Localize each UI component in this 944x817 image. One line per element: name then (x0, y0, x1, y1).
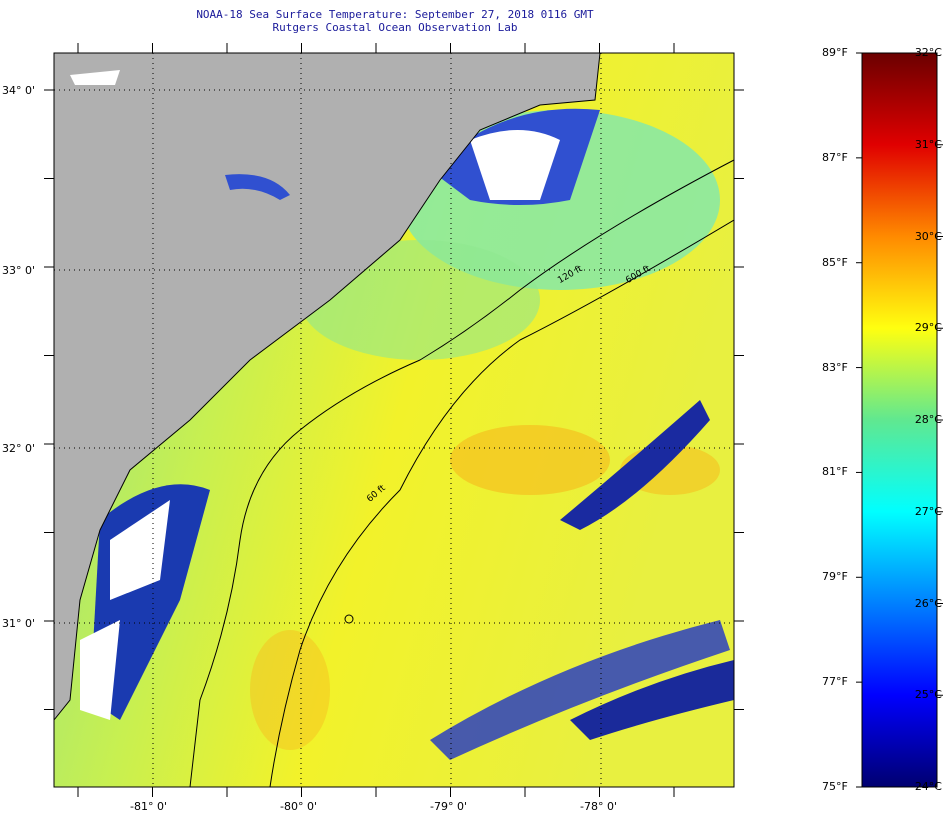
lon-label: -78° 0' (580, 800, 617, 813)
fahrenheit-label: 87°F (822, 150, 848, 164)
fahrenheit-label: 79°F (822, 570, 848, 584)
celsius-label: 26°C (914, 596, 942, 610)
celsius-label: 24°C (914, 780, 942, 793)
lat-label: 32° 0' (2, 442, 36, 455)
graticule (54, 53, 734, 787)
celsius-label: 32°C (914, 46, 942, 59)
fahrenheit-label: 75°F (822, 780, 848, 793)
lat-label: 33° 0' (2, 264, 36, 277)
lon-label: -79° 0' (430, 800, 467, 813)
lat-label: 34° 0' (2, 84, 36, 97)
lon-label: -80° 0' (280, 800, 317, 813)
fahrenheit-label: 77°F (822, 675, 848, 689)
celsius-label: 28°C (914, 413, 942, 426)
chart-title: NOAA-18 Sea Surface Temperature: Septemb… (196, 8, 594, 21)
lat-label: 31° 0' (2, 617, 36, 630)
isobath-120ft (189, 159, 734, 787)
chart-subtitle: Rutgers Coastal Ocean Observation Lab (272, 21, 518, 34)
celsius-label: 30°C (914, 229, 942, 243)
fahrenheit-label: 83°F (822, 360, 848, 374)
lon-label: -81° 0' (130, 800, 167, 813)
fahrenheit-label: 85°F (822, 255, 848, 269)
land (54, 53, 600, 720)
celsius-label: 29°C (914, 321, 942, 335)
isobath-600ft (269, 219, 734, 787)
fahrenheit-label: 81°F (822, 465, 848, 479)
celsius-label: 27°C (914, 504, 942, 518)
colorbar (861, 52, 938, 788)
fahrenheit-label: 89°F (822, 46, 848, 59)
celsius-label: 31°C (914, 137, 942, 151)
celsius-label: 25°C (914, 688, 942, 702)
